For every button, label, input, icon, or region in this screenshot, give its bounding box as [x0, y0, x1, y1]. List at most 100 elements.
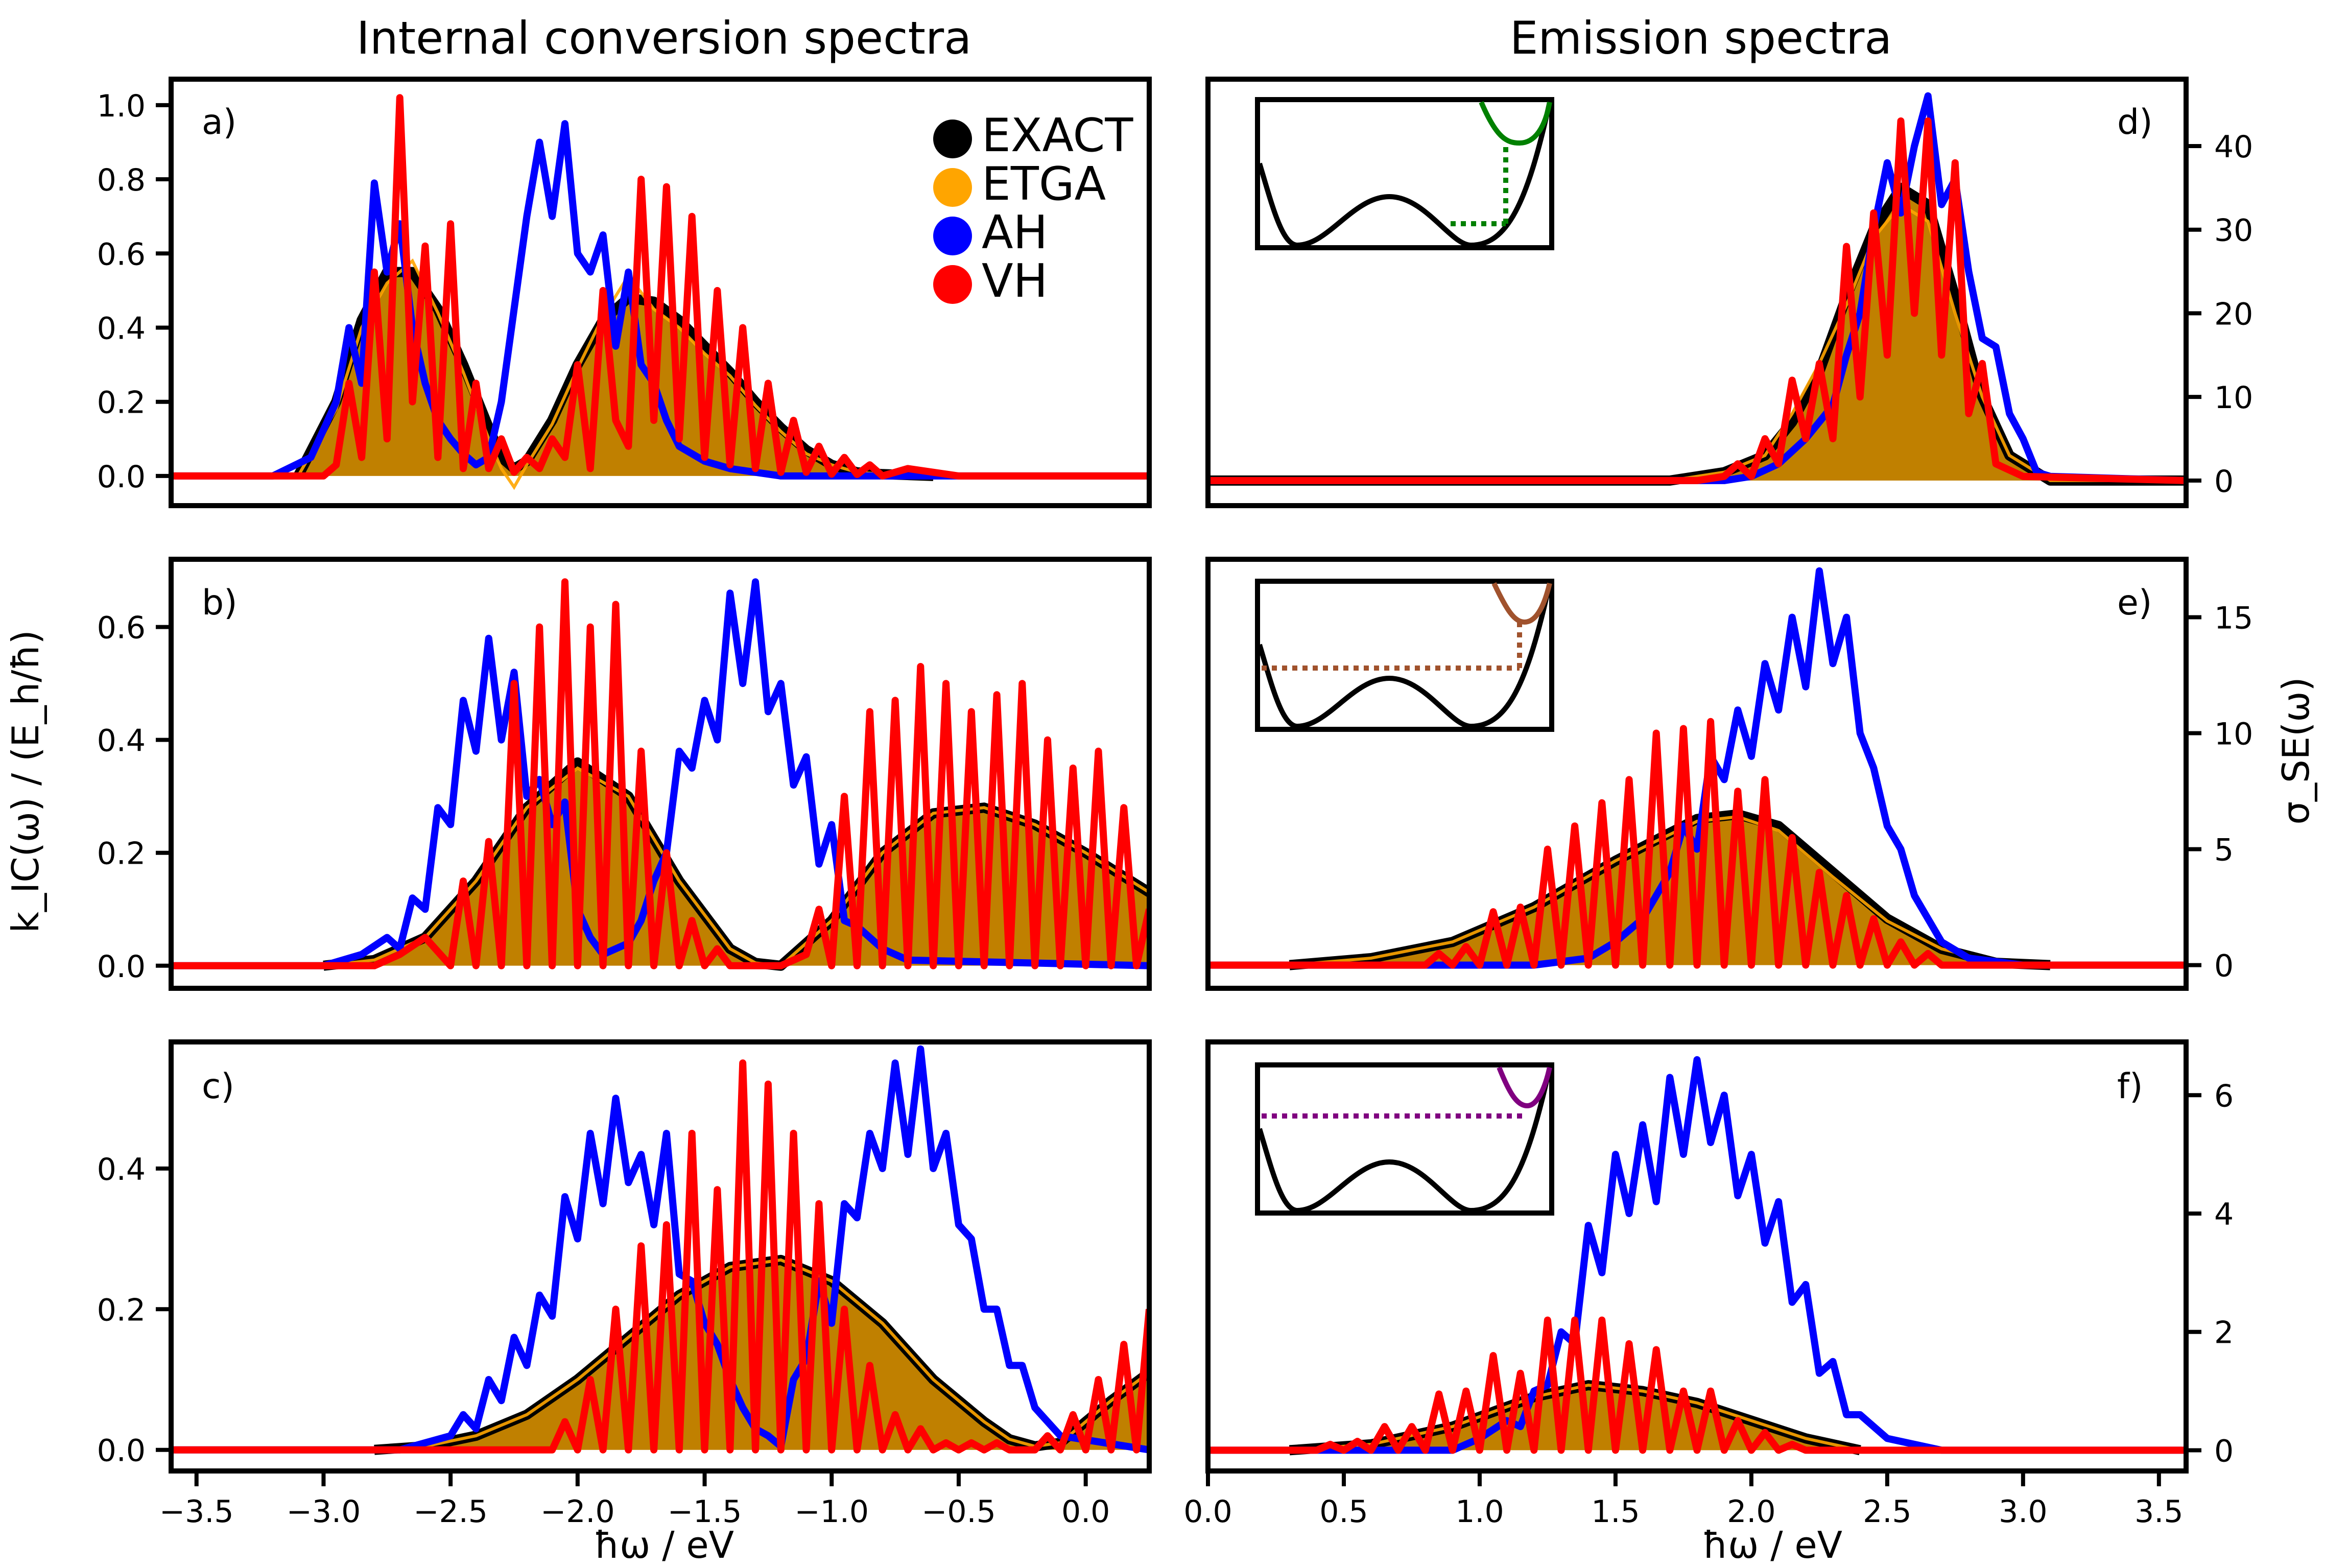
frame-e: [1205, 557, 2189, 991]
panel-a: 0.0 0.2 0.4 0.6 0.8 1.0 a) EXACT ETGA AH VH: [97, 77, 1152, 508]
ytick-label-e-3: 15: [2214, 601, 2253, 636]
ytick-label-c-1: 0.2: [97, 1292, 146, 1328]
ticks-b: 0.0 0.2 0.4 0.6: [97, 610, 171, 985]
inset-ground-curve-e: [1257, 582, 1552, 729]
ytick-label-a-0: 0.0: [97, 459, 146, 495]
inset-excited-curve-e: [1491, 582, 1552, 625]
legend-label-vh: VH: [982, 254, 1048, 308]
xtick-label-c-3: −2.0: [540, 1494, 615, 1530]
series-line-vh-c: [171, 1059, 1149, 1454]
series-group-e: [1208, 567, 2186, 970]
xtick-label-f-5: 2.5: [1863, 1494, 1911, 1530]
series-line-vh-d: [1208, 117, 2186, 484]
y-axis-label-right: σ_SE(ω): [2274, 677, 2317, 824]
inset-ground-curve-d: [1257, 101, 1552, 248]
xtick-label-f-7: 3.5: [2134, 1494, 2183, 1530]
panel-label-f: f): [2117, 1066, 2143, 1107]
panel-label-a: a): [202, 102, 236, 142]
plot-area-f: [1208, 1056, 2186, 1456]
ticks-d: 0 10 20 30 40: [2186, 129, 2253, 500]
legend-marker-etga: [933, 168, 972, 207]
title-emission: Emission spectra: [1510, 12, 1892, 64]
ytick-label-a-2: 0.4: [97, 311, 146, 346]
ytick-label-b-0: 0.0: [97, 949, 146, 985]
plot-area-d: [1208, 92, 2186, 486]
series-group-c: [171, 1045, 1149, 1455]
plot-area-a: [171, 94, 1149, 490]
xtick-label-f-2: 1.0: [1455, 1494, 1504, 1530]
ytick-label-d-3: 30: [2214, 213, 2253, 249]
y-axis-label-left: k_IC(ω) / (E_h/ħ): [4, 630, 47, 933]
ytick-label-d-1: 10: [2214, 380, 2253, 416]
x-axis-label-right: ħω / eV: [1702, 1524, 1842, 1566]
inset-frame-f: [1255, 1062, 1554, 1216]
xtick-label-c-2: −2.5: [413, 1494, 488, 1530]
ytick-label-f-1: 2: [2214, 1315, 2234, 1351]
xtick-label-c-7: 0.0: [1061, 1494, 1110, 1530]
ytick-label-e-2: 10: [2214, 717, 2253, 752]
ytick-label-a-3: 0.6: [97, 236, 146, 272]
ytick-label-b-2: 0.4: [97, 723, 146, 759]
series-group-d: [1208, 92, 2186, 486]
ticks-e: 0 5 10 15: [2186, 601, 2253, 984]
series-line-etga-f: [1289, 1383, 1861, 1452]
xtick-label-f-3: 1.5: [1591, 1494, 1640, 1530]
legend: EXACT ETGA AH VH: [933, 109, 1133, 308]
series-line-ah-b: [171, 578, 1149, 969]
panel-label-b: b): [202, 583, 238, 623]
frame-a: [169, 77, 1152, 508]
xtick-label-c-1: −3.0: [287, 1494, 361, 1530]
series-group-f: [1208, 1056, 2186, 1456]
panel-b: 0.0 0.2 0.4 0.6 b): [97, 557, 1152, 991]
plot-area-e: [1208, 567, 2186, 970]
ytick-label-a-1: 0.2: [97, 385, 146, 421]
legend-marker-ah: [933, 217, 972, 255]
x-axis-label-left: ħω / eV: [594, 1524, 734, 1566]
ytick-label-e-1: 5: [2214, 833, 2234, 868]
legend-marker-exact: [933, 120, 972, 158]
series-line-vh-b: [171, 578, 1149, 969]
title-internal-conversion: Internal conversion spectra: [357, 12, 971, 64]
legend-label-etga: ETGA: [982, 157, 1106, 211]
ytick-label-e-0: 0: [2214, 948, 2234, 984]
xtick-label-c-6: −0.5: [921, 1494, 996, 1530]
ytick-label-a-4: 0.8: [97, 162, 146, 198]
xtick-label-f-6: 3.0: [1999, 1494, 2047, 1530]
xtick-label-c-5: −1.0: [794, 1494, 869, 1530]
ytick-label-a-5: 1.0: [97, 88, 146, 124]
inset-frame-e: [1255, 579, 1554, 732]
panel-label-c: c): [202, 1066, 234, 1107]
plot-area-c: [171, 1045, 1149, 1455]
xtick-label-c-0: −3.5: [159, 1494, 234, 1530]
inset-d: [1255, 97, 1554, 250]
ytick-label-d-0: 0: [2214, 464, 2234, 500]
series-line-vh-f: [1208, 1316, 2186, 1454]
frame-b: [169, 557, 1152, 991]
xtick-label-c-4: −1.5: [668, 1494, 742, 1530]
inset-excited-curve-f: [1497, 1066, 1552, 1109]
legend-label-exact: EXACT: [982, 109, 1133, 162]
series-line-vh-e: [1208, 718, 2186, 969]
series-line-ah-d: [1208, 92, 2186, 484]
ticks-c: 0.0 0.2 0.4 −3.5 −3.0 −2.5 −2.0 −1.5 −1.0 −0.5 0.0: [97, 1152, 1110, 1530]
legend-marker-vh: [933, 265, 972, 304]
xtick-label-f-4: 2.0: [1727, 1494, 1775, 1530]
inset-excited-curve-d: [1479, 101, 1552, 146]
panel-d: 0 10 20 30 40 d): [1205, 77, 2253, 508]
series-line-ah-e: [1208, 567, 2186, 969]
plot-area-b: [171, 578, 1149, 971]
inset-ground-curve-f: [1257, 1066, 1552, 1214]
ytick-label-b-3: 0.6: [97, 610, 146, 646]
ytick-label-b-1: 0.2: [97, 836, 146, 872]
frame-f: [1205, 1039, 2189, 1474]
inset-e: [1255, 579, 1554, 732]
series-line-vh-a: [171, 94, 1149, 480]
ytick-label-c-2: 0.4: [97, 1152, 146, 1187]
series-line-ah-c: [171, 1045, 1149, 1454]
ytick-label-d-2: 20: [2214, 296, 2253, 332]
panel-label-d: d): [2117, 102, 2153, 142]
xtick-label-f-0: 0.0: [1183, 1494, 1232, 1530]
ytick-label-d-4: 40: [2214, 129, 2253, 165]
